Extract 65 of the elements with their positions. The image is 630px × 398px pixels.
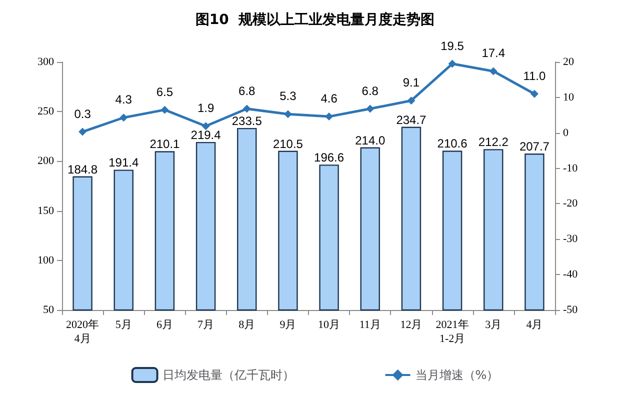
x-tick-label: 4月 — [526, 319, 543, 331]
data-label: 196.6 — [314, 150, 344, 165]
data-label: 212.2 — [478, 135, 509, 150]
data-label: 6.5 — [156, 84, 174, 99]
y-tick-label: 100 — [38, 254, 54, 266]
point — [489, 67, 498, 76]
y2-tick-label: -10 — [563, 162, 578, 174]
data-label: 9.1 — [402, 76, 420, 90]
data-label: 233.5 — [232, 114, 262, 128]
y2-tick-label: -20 — [563, 198, 578, 210]
x-tick-label: 9月 — [280, 319, 296, 331]
data-label: 11.0 — [523, 68, 546, 83]
data-label: 17.4 — [482, 46, 506, 60]
x-tick-label: 6月 — [156, 319, 173, 331]
point — [284, 110, 292, 118]
y-tick-label: 200 — [38, 155, 54, 168]
y2-tick-label: 20 — [563, 56, 574, 68]
data-label: 210.5 — [272, 136, 304, 151]
x-tick-label: 10月 — [318, 319, 340, 331]
data-label: 214.0 — [355, 133, 386, 148]
data-label: 207.7 — [519, 140, 550, 154]
data-label: 4.6 — [320, 92, 338, 106]
point — [366, 104, 374, 113]
point — [120, 114, 128, 122]
point — [530, 90, 538, 98]
x-tick-label: 12月 — [400, 319, 422, 331]
point — [160, 106, 169, 114]
y2-tick-label: 10 — [563, 91, 574, 104]
data-label: 6.8 — [362, 84, 379, 98]
point — [448, 60, 456, 68]
data-label: 210.6 — [437, 136, 468, 151]
x-tick-label: 2020年 4月 — [66, 319, 100, 345]
data-label: 219.4 — [190, 128, 222, 142]
data-label: 19.5 — [440, 38, 464, 53]
y2-tick-label: -40 — [563, 268, 578, 281]
point — [407, 96, 416, 105]
data-label: 0.3 — [74, 106, 92, 121]
point — [202, 122, 210, 130]
y2-tick-label: 0 — [563, 126, 569, 139]
data-label: 184.8 — [68, 162, 98, 176]
data-label: 6.8 — [238, 84, 256, 98]
point — [78, 128, 87, 136]
y-tick-label: 250 — [38, 106, 54, 118]
y-tick-label: 150 — [38, 204, 54, 217]
data-label: 191.4 — [108, 156, 139, 170]
legend-label: 当月增速（%） — [415, 368, 499, 382]
y-tick-label: 300 — [38, 56, 54, 68]
chart-title: 图10 规模以上工业发电量月度走势图 — [195, 11, 435, 28]
legend-label: 日均发电量（亿千瓦时） — [162, 368, 294, 382]
data-label: 1.9 — [197, 101, 214, 116]
data-label: 4.3 — [115, 92, 132, 107]
data-label: 234.7 — [396, 112, 427, 127]
data-label: 5.3 — [280, 89, 297, 104]
point — [242, 104, 251, 113]
x-tick-label: 3月 — [485, 319, 502, 331]
x-tick-label: 11月 — [359, 319, 381, 331]
y-tick-label: 50 — [43, 304, 54, 316]
y2-tick-label: -50 — [563, 304, 578, 316]
x-tick-label: 7月 — [198, 319, 214, 331]
data-label: 210.1 — [150, 137, 180, 152]
x-tick-label: 8月 — [238, 319, 256, 331]
point — [325, 112, 334, 121]
x-tick-label: 5月 — [115, 319, 132, 331]
x-tick-label: 2021年 1-2月 — [436, 319, 469, 345]
y2-tick-label: -30 — [563, 233, 578, 246]
